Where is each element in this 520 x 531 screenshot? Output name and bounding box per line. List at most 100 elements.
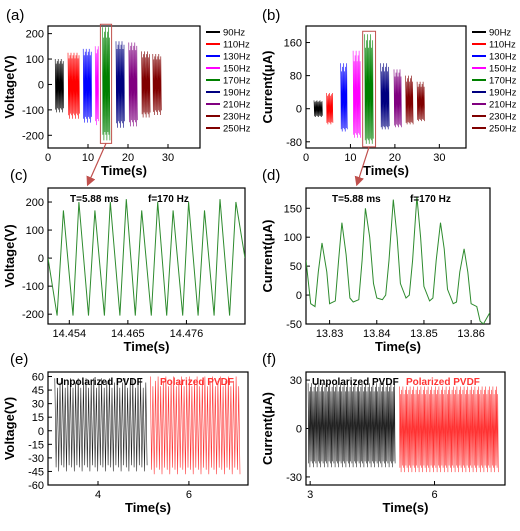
series-polarized-burst [150,376,241,475]
y-tick-label: -100 [22,281,44,293]
series-90hz-burst [313,100,323,118]
x-tick-label: 14.465 [111,328,145,340]
legend-label-110hz: 110Hz [489,40,516,51]
legend-label-170hz: 170Hz [489,76,517,87]
x-tick-label: 14.476 [170,328,204,340]
series-190hz-burst [115,41,125,128]
panel-c-chart: 14.454 14.465 14.476 -200 -100 0 100 200 Time(s)… [2,187,246,354]
plot-frame [47,187,246,325]
zoom-arrow-b-to-d [354,146,370,187]
series-170hz-burst [364,34,374,144]
y-tick-label: 15 [32,412,44,424]
panel-label-d: (d) [262,167,280,184]
series-230hz-burst [141,51,151,118]
legend-unpolarized: Unpolarized PVDF [312,377,399,388]
plot-frame [305,25,467,149]
legend-label-90hz: 90Hz [223,28,245,39]
y-tick-label: 100 [26,54,44,66]
legend-label-230hz: 230Hz [489,112,517,123]
x-axis-label: Time(s) [375,339,421,354]
x-axis-label: Time(s) [383,500,429,515]
series-110hz-burst [326,92,334,125]
frequency-annotation: f=170 Hz [148,194,189,205]
x-tick-label: 13.83 [316,328,344,340]
plot-frame [305,187,491,325]
x-tick-label: 10 [344,152,356,164]
y-tick-label: 45 [32,385,44,397]
y-tick-label: -30 [286,472,302,484]
x-tick-label: 13.84 [363,328,391,340]
legend-label-250hz: 250Hz [489,124,517,135]
panel-d-chart: 13.83 13.84 13.85 13.86 -50 0 50 100 150 Time(s) C… [260,187,491,354]
legend-label-210hz: 210Hz [223,100,251,111]
x-axis-label: Time(s) [124,339,170,354]
legend-label-90hz: 90Hz [489,28,511,39]
panel-f-chart: 3 6 -30 0 30 Time(s) Current(μA) Unpolarized PV… [260,371,506,515]
series-250hz-burst [152,53,162,116]
y-tick-label: 50 [290,261,302,273]
y-axis-label: Current(μA) [260,220,275,293]
panel-label-e: (e) [10,351,28,368]
panel-a-chart: 0 10 20 30 -200 -100 0 100 200 Time(s) Voltage(V) 9… [2,23,251,178]
x-axis-label: Time(s) [101,163,147,178]
y-tick-label: 0 [38,253,44,265]
y-tick-label: 30 [32,399,44,411]
panel-label-b: (b) [262,7,280,24]
legend-unpolarized: Unpolarized PVDF [56,377,143,388]
period-annotation: T=5.88 ms [70,194,119,205]
y-tick-label: 0 [296,290,302,302]
y-tick-label: 0 [296,424,302,436]
series-130hz-burst [82,48,92,123]
plot-frame [47,371,249,486]
x-tick-label: 3 [307,489,313,501]
series-unpolarized-burst [54,378,148,472]
x-tick-label: 10 [82,152,94,164]
y-axis-label: Voltage(V) [2,224,17,287]
x-tick-label: 14.454 [52,328,86,340]
panel-label-c: (c) [10,167,28,184]
y-axis-label: Current(μA) [260,51,275,124]
series-230hz-burst [405,75,414,125]
y-tick-label: -50 [286,319,302,331]
x-tick-label: 30 [433,152,445,164]
y-tick-label: 60 [32,372,44,384]
legend-label-130hz: 130Hz [223,52,251,63]
y-tick-label: -100 [22,105,44,117]
x-tick-label: 13.85 [410,328,438,340]
y-axis-label: Voltage(V) [2,397,17,460]
x-tick-label: 20 [122,152,134,164]
x-axis-label: Time(s) [125,500,171,515]
legend-label-110hz: 110Hz [223,40,250,51]
series-210hz-burst [128,42,138,127]
x-tick-label: 20 [389,152,401,164]
y-tick-label: 150 [284,203,302,215]
legend-label-210hz: 210Hz [489,100,517,111]
period-annotation: T=5.88 ms [332,194,381,205]
legend-label-130hz: 130Hz [489,52,517,63]
series-210hz-burst [393,69,402,128]
series-250hz-burst [416,81,425,122]
y-tick-label: -80 [286,137,302,149]
y-tick-label: 160 [284,38,302,50]
y-tick-label: 100 [26,225,44,237]
legend-polarized: Polarized PVDF [406,377,480,388]
legend-label-230hz: 230Hz [223,112,251,123]
series-150hz-burst [94,46,99,126]
series-90hz-burst [54,58,64,113]
x-tick-label: 6 [431,489,437,501]
series-polarized-burst [399,386,499,473]
y-tick-label: -60 [28,480,44,492]
y-axis-label: Current(μA) [260,392,275,465]
y-tick-label: -30 [28,453,44,465]
y-tick-label: -45 [28,466,44,478]
x-tick-label: 13.86 [457,328,485,340]
zoom-arrows [86,143,370,187]
waveform-line [306,196,490,324]
x-axis-label: Time(s) [363,163,409,178]
panel-b-chart: 0 10 20 30-80080160Time(s)Current(μA)90Hz11… [260,25,517,178]
series-190hz-burst [380,63,390,130]
y-tick-label: -200 [22,309,44,321]
y-axis-label: Voltage(V) [2,55,17,118]
y-tick-label: 100 [284,232,302,244]
